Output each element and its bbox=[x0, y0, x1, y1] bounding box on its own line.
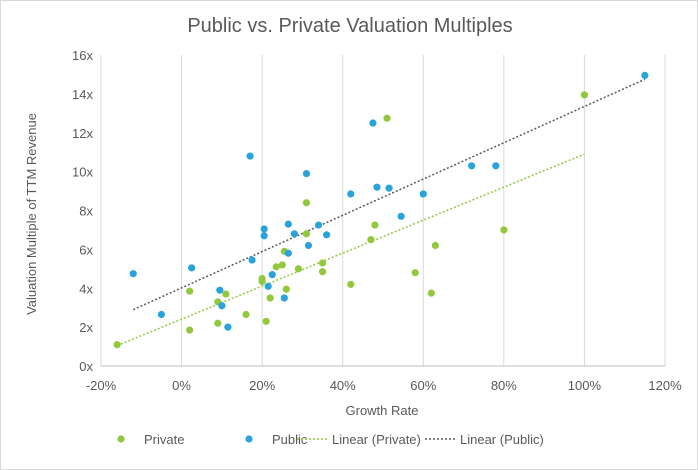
y-tick-label: 0x bbox=[79, 359, 93, 374]
x-axis-title: Growth Rate bbox=[346, 403, 419, 418]
x-tick-label: 120% bbox=[648, 378, 682, 393]
private-point bbox=[367, 236, 375, 244]
private-point bbox=[242, 310, 250, 319]
private-point bbox=[318, 268, 327, 276]
private-point bbox=[371, 221, 379, 229]
private-point bbox=[302, 230, 311, 238]
public-point bbox=[290, 230, 298, 238]
private-point bbox=[427, 289, 435, 297]
x-tick-label: 100% bbox=[568, 378, 602, 393]
private-point bbox=[318, 259, 327, 267]
y-tick-label: 14x bbox=[72, 87, 93, 102]
private-point bbox=[580, 91, 589, 99]
private-point bbox=[222, 290, 230, 298]
legend-marker bbox=[117, 435, 125, 443]
private-point bbox=[411, 269, 419, 277]
y-tick-label: 2x bbox=[79, 320, 93, 335]
public-point bbox=[248, 256, 256, 264]
x-tick-label: 20% bbox=[249, 378, 275, 393]
public-point bbox=[264, 282, 272, 290]
x-tick-label: 80% bbox=[491, 378, 517, 393]
private-point bbox=[347, 280, 355, 288]
public-point bbox=[419, 190, 427, 198]
private-point bbox=[282, 285, 290, 293]
x-tick-label: 60% bbox=[410, 378, 436, 393]
public-point bbox=[246, 152, 254, 160]
public-point bbox=[369, 119, 377, 127]
private-point bbox=[431, 241, 439, 250]
public-point bbox=[218, 302, 226, 310]
public-point bbox=[468, 162, 476, 170]
trendline bbox=[132, 78, 646, 311]
public-point bbox=[347, 190, 355, 198]
public-point bbox=[260, 232, 268, 240]
public-point bbox=[397, 212, 405, 220]
public-point bbox=[216, 286, 224, 294]
y-tick-label: 6x bbox=[79, 242, 93, 257]
public-point bbox=[492, 162, 500, 170]
y-axis-title: Valuation Multiple of TTM Revenue bbox=[24, 113, 39, 315]
private-point bbox=[500, 226, 508, 234]
private-point bbox=[214, 319, 222, 327]
private-point bbox=[186, 287, 194, 295]
private-point bbox=[266, 294, 274, 302]
public-point bbox=[302, 169, 311, 178]
y-tick-label: 16x bbox=[72, 48, 93, 63]
y-tick-label: 12x bbox=[72, 126, 93, 141]
public-point bbox=[260, 225, 268, 233]
legend-marker bbox=[245, 435, 253, 443]
legend-label: Linear (Private) bbox=[332, 432, 421, 447]
y-tick-label: 4x bbox=[79, 281, 93, 296]
private-point bbox=[258, 277, 266, 286]
legend-label: Linear (Public) bbox=[460, 432, 544, 447]
y-tick-label: 10x bbox=[72, 165, 93, 180]
public-point bbox=[188, 264, 196, 272]
public-point bbox=[641, 71, 649, 80]
public-point bbox=[373, 183, 381, 191]
public-point bbox=[129, 270, 137, 278]
public-point bbox=[268, 271, 276, 279]
public-point bbox=[314, 221, 323, 229]
public-point bbox=[224, 323, 232, 331]
x-tick-label: 0% bbox=[172, 378, 191, 393]
legend-label: Private bbox=[144, 432, 184, 447]
public-point bbox=[323, 231, 331, 239]
public-point bbox=[284, 249, 292, 257]
private-point bbox=[302, 199, 311, 207]
legend-label: Public bbox=[272, 432, 308, 447]
private-point bbox=[262, 317, 270, 325]
x-tick-label: 40% bbox=[330, 378, 356, 393]
private-point bbox=[186, 326, 194, 334]
y-tick-label: 8x bbox=[79, 204, 93, 219]
trendlines bbox=[116, 78, 646, 347]
private-point bbox=[294, 265, 302, 273]
axes: -20% 0% 20% 40% 60% 80% 100% 120% 0x 2x 4x 6x 8x 10x 1… bbox=[72, 48, 682, 393]
public-point bbox=[157, 310, 166, 319]
private-point bbox=[113, 341, 121, 349]
gridlines bbox=[100, 55, 666, 366]
private-point bbox=[383, 114, 391, 122]
private-point bbox=[272, 263, 280, 271]
private-point bbox=[278, 261, 286, 269]
legend: Private Public Linear (Private) Linear (Pub… bbox=[117, 432, 544, 447]
public-point bbox=[284, 220, 292, 228]
public-point bbox=[304, 241, 313, 250]
public-point bbox=[280, 294, 288, 302]
chart-title: Public vs. Private Valuation Multiples bbox=[187, 15, 512, 37]
trendline bbox=[116, 153, 585, 347]
x-tick-label: -20% bbox=[86, 378, 117, 393]
data-points bbox=[113, 71, 649, 349]
public-point bbox=[385, 184, 393, 192]
